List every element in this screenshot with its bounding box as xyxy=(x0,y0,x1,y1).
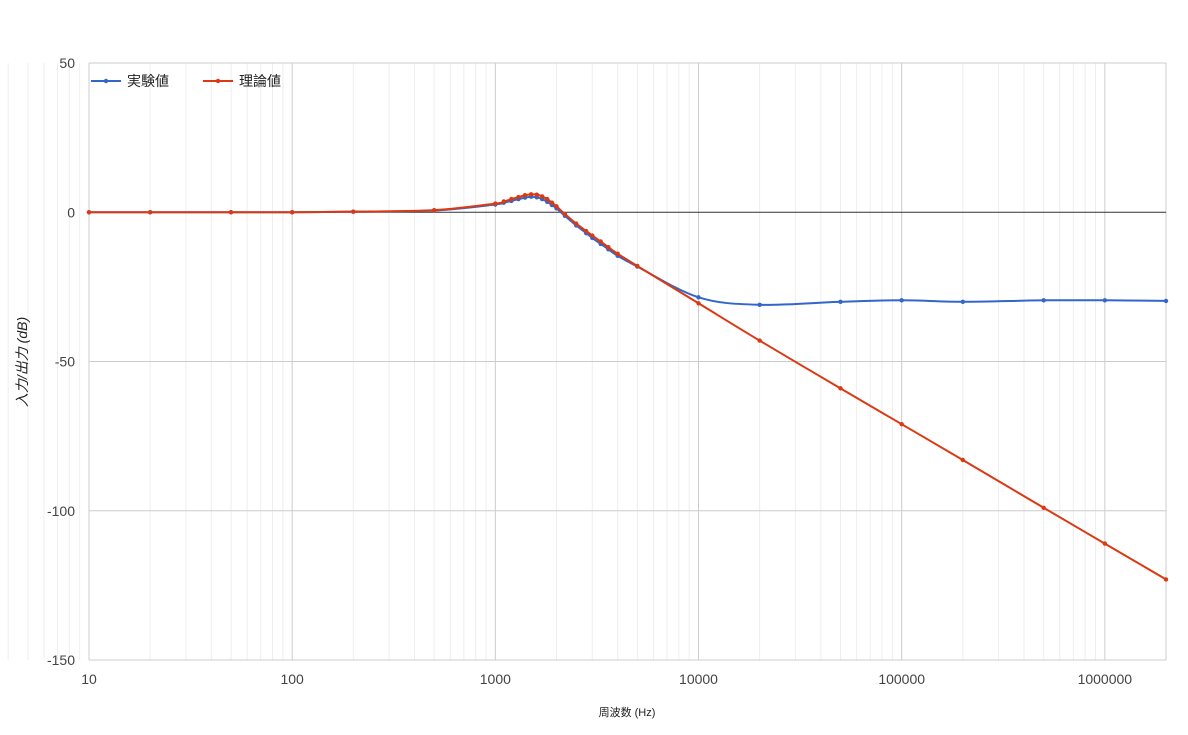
data-point xyxy=(86,210,92,215)
y-tick-label: 50 xyxy=(59,55,75,71)
data-point xyxy=(228,210,234,215)
data-point xyxy=(615,251,620,256)
series-2 xyxy=(86,192,1169,582)
y-tick-label: -150 xyxy=(47,652,75,668)
data-point xyxy=(960,299,966,304)
y-axis-tick-labels: 50 0 -50 -100 -150 xyxy=(47,55,75,668)
data-point xyxy=(1163,577,1169,582)
data-point xyxy=(501,199,506,204)
data-point xyxy=(528,192,534,197)
x-axis-title: 周波数 (Hz) xyxy=(599,706,656,719)
data-point xyxy=(289,210,295,215)
y-axis-title: 入力/出力 (dB) xyxy=(14,317,30,407)
data-point xyxy=(509,196,514,202)
legend-label: 実験値 xyxy=(127,74,169,90)
data-point xyxy=(431,207,437,213)
data-point xyxy=(757,302,762,307)
y-tick-label: -100 xyxy=(47,503,75,519)
data-point xyxy=(1041,505,1046,510)
data-point xyxy=(493,201,498,206)
data-point xyxy=(522,193,528,198)
data-point xyxy=(606,244,611,250)
x-tick-label: 1000000 xyxy=(1078,671,1133,687)
series-layer xyxy=(86,192,1169,582)
data-point xyxy=(549,200,555,205)
data-point xyxy=(1102,298,1108,303)
y-tick-label: 0 xyxy=(67,204,75,220)
major-gridlines xyxy=(88,62,1167,661)
data-point xyxy=(554,204,559,209)
x-tick-label: 1000 xyxy=(480,671,511,687)
data-point xyxy=(539,194,545,199)
data-point xyxy=(147,210,153,215)
data-point xyxy=(583,228,589,234)
data-point xyxy=(838,299,843,304)
data-point xyxy=(351,209,356,214)
legend-item: 理論値 xyxy=(203,74,281,90)
x-tick-label: 100 xyxy=(280,671,304,687)
data-point xyxy=(1102,541,1108,546)
data-point xyxy=(899,421,904,427)
data-point xyxy=(598,239,603,244)
data-point xyxy=(635,263,640,269)
data-point xyxy=(757,338,762,343)
y-tick-label: -50 xyxy=(55,354,75,370)
data-point xyxy=(573,221,579,226)
x-tick-label: 10 xyxy=(81,671,97,687)
legend-marker xyxy=(215,78,221,84)
x-tick-label: 100000 xyxy=(878,671,925,687)
data-point xyxy=(1163,298,1169,304)
legend-item: 実験値 xyxy=(91,74,169,90)
data-point xyxy=(544,196,550,202)
data-point xyxy=(516,194,521,200)
legend: 実験値 理論値 xyxy=(91,74,281,90)
data-point xyxy=(696,301,701,306)
data-point xyxy=(838,386,843,391)
data-point xyxy=(590,233,595,238)
data-point xyxy=(534,192,540,197)
data-point xyxy=(696,295,701,300)
x-tick-label: 10000 xyxy=(679,671,718,687)
data-point xyxy=(960,457,966,463)
data-point xyxy=(562,211,568,217)
data-point xyxy=(1041,298,1046,303)
legend-label: 理論値 xyxy=(239,74,281,90)
data-point xyxy=(899,298,904,303)
x-axis-tick-labels: 10 100 1000 10000 100000 1000000 xyxy=(81,671,1132,687)
legend-marker xyxy=(103,78,109,84)
